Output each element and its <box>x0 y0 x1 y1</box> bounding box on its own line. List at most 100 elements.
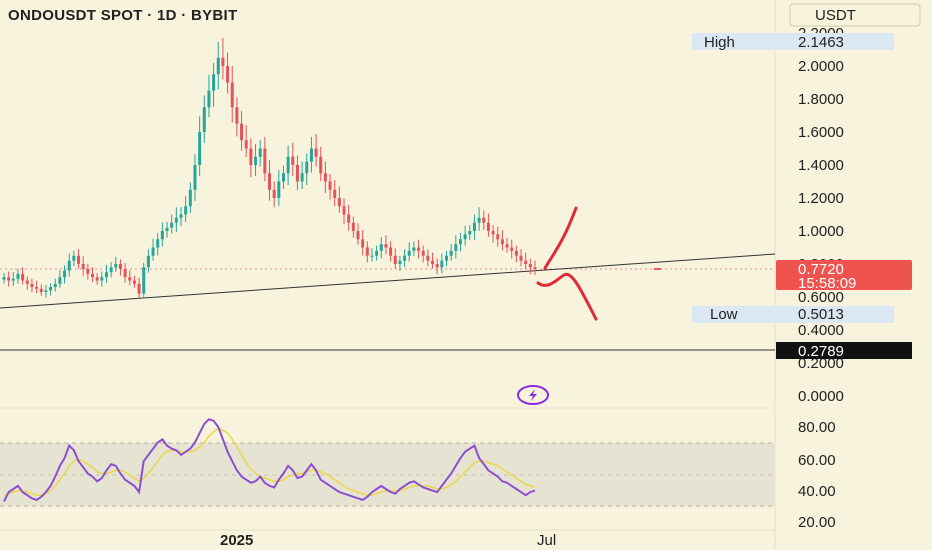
candle-body <box>142 267 146 294</box>
candle-body <box>77 255 81 264</box>
candle-body <box>379 244 383 251</box>
currency-button-frame[interactable] <box>789 3 921 27</box>
currency-button-label[interactable]: USDT <box>815 7 856 24</box>
candle-body <box>244 140 248 149</box>
candle-body <box>403 255 407 261</box>
candle-body <box>309 148 313 162</box>
rsi-ma-line <box>3 427 536 496</box>
candle-body <box>300 173 304 182</box>
candle-body <box>221 57 225 66</box>
candle-body <box>67 260 71 271</box>
candle-body <box>351 222 355 231</box>
candle-body <box>426 255 430 261</box>
high-label: High <box>704 34 735 51</box>
candle-body <box>165 227 169 231</box>
candle-body <box>435 264 439 268</box>
rsi-label: 20.00 <box>798 514 836 531</box>
candle-body <box>519 255 523 261</box>
lightning-icon[interactable] <box>517 385 549 405</box>
candle-body <box>198 132 202 165</box>
candle-body <box>63 270 67 278</box>
candle-body <box>235 107 239 124</box>
candle-body <box>240 123 244 141</box>
candle-body <box>449 250 453 256</box>
candle-body <box>11 278 15 281</box>
bullish-projection-drawing[interactable] <box>543 206 578 270</box>
price-label: 1.6000 <box>798 124 844 141</box>
candle-body <box>86 268 90 274</box>
price-label: 2.0000 <box>798 58 844 75</box>
candle-body <box>458 239 462 245</box>
candle-body <box>365 247 369 256</box>
candle-body <box>104 272 108 278</box>
candle-body <box>151 247 155 256</box>
candle-body <box>500 239 504 245</box>
candle-body <box>132 280 136 284</box>
candle-body <box>356 231 360 240</box>
candle-body <box>156 239 160 248</box>
candle-body <box>398 260 402 264</box>
price-axis[interactable]: 2.2000 2.0000 1.8000 1.6000 1.4000 1.200… <box>798 25 844 405</box>
candle-body <box>412 247 416 251</box>
price-label: 0.6000 <box>798 289 844 306</box>
last-price-value: 0.7720 <box>798 261 844 278</box>
candle-body <box>30 283 34 288</box>
candle-body <box>277 181 281 198</box>
candle-body <box>421 250 425 256</box>
candle-body <box>21 273 25 281</box>
candle-body <box>230 82 234 108</box>
rsi-label: 60.00 <box>798 452 836 469</box>
candle-body <box>407 250 411 256</box>
candle-body <box>184 206 188 215</box>
price-label: 1.8000 <box>798 91 844 108</box>
level-badge-bg <box>776 342 912 359</box>
candle-body <box>510 247 514 251</box>
candle-body <box>319 156 323 174</box>
candle-body <box>328 181 332 190</box>
lightning-icon-bolt[interactable] <box>529 389 537 401</box>
candle-body <box>137 283 141 294</box>
candle-body <box>49 287 53 291</box>
candle-body <box>440 260 444 268</box>
countdown-value: 15:58:09 <box>798 275 856 292</box>
candle-body <box>226 66 230 83</box>
candle-body <box>505 244 509 248</box>
candle-body <box>533 267 537 269</box>
level-badge: 0.2789 <box>776 342 912 360</box>
trendline[interactable] <box>0 253 776 309</box>
candle-body <box>323 173 327 182</box>
candle-body <box>389 247 393 256</box>
candle-body <box>263 148 267 174</box>
candle-body <box>514 250 518 256</box>
bearish-projection-drawing[interactable] <box>536 272 598 321</box>
rsi-axis[interactable]: 80.00 60.00 40.00 20.00 <box>798 419 836 531</box>
low-label-bg <box>692 306 776 323</box>
time-label-2025: 2025 <box>220 532 253 549</box>
candle-body <box>249 148 253 165</box>
low-value-bg <box>776 306 894 323</box>
price-label: 1.0000 <box>798 223 844 240</box>
candle-body <box>258 148 262 157</box>
candle-body <box>305 161 309 174</box>
candle-body <box>188 189 192 207</box>
price-label: 0.2000 <box>798 355 844 372</box>
candle-body <box>53 283 57 288</box>
candle-body <box>174 217 178 223</box>
candle-body <box>216 57 220 75</box>
candle-body <box>347 214 351 223</box>
candle-body <box>128 277 132 281</box>
time-label-jul: Jul <box>537 532 556 549</box>
low-label: Low <box>710 306 738 323</box>
candle-body <box>160 231 164 240</box>
candle-body <box>417 247 421 251</box>
chart-title: ONDOUSDT SPOT · 1D · BYBIT <box>8 7 237 24</box>
last-price-bg <box>776 260 912 290</box>
candle-body <box>114 264 118 268</box>
currency-button[interactable]: USDT <box>789 3 921 27</box>
candle-body <box>431 260 435 264</box>
candle-body <box>482 217 486 223</box>
candle-body <box>118 264 122 269</box>
candles <box>2 37 537 300</box>
lightning-icon-ring[interactable] <box>517 385 549 405</box>
